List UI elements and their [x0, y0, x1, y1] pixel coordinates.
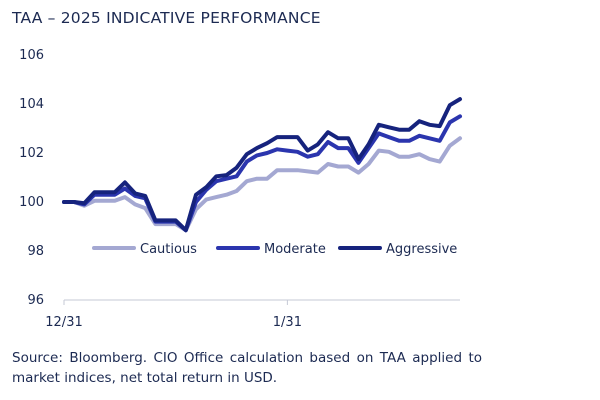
- y-tick-label: 96: [27, 293, 44, 308]
- series-line-aggressive: [62, 97, 462, 233]
- legend-label: Cautious: [140, 242, 197, 257]
- chart-title: TAA – 2025 INDICATIVE PERFORMANCE: [12, 9, 321, 27]
- y-tick-label: 102: [19, 146, 44, 161]
- y-tick-label: 104: [19, 97, 44, 112]
- x-axis: 12/31 1/31: [45, 300, 302, 330]
- y-tick-label: 98: [27, 244, 44, 259]
- y-axis: 96 98 100 102 104 106: [19, 48, 44, 308]
- legend-item-aggressive: Aggressive: [338, 242, 457, 257]
- series-lines: [62, 97, 462, 233]
- source-note: Source: Bloomberg. CIO Office calculatio…: [12, 350, 482, 386]
- line-chart: 96 98 100 102 104 106 12/31 1/31 Cautious Moder…: [19, 48, 462, 330]
- legend-item-cautious: Cautious: [92, 242, 197, 257]
- legend-item-moderate: Moderate: [216, 242, 326, 257]
- x-tick-label: 12/31: [45, 315, 82, 330]
- x-tick-label: 1/31: [273, 315, 302, 330]
- series-line-moderate: [62, 114, 462, 233]
- y-tick-label: 100: [19, 195, 44, 210]
- legend: Cautious Moderate Aggressive: [92, 242, 457, 257]
- legend-label: Moderate: [264, 242, 326, 257]
- series-line-cautious: [62, 136, 462, 233]
- y-tick-label: 106: [19, 48, 44, 63]
- legend-label: Aggressive: [386, 242, 457, 257]
